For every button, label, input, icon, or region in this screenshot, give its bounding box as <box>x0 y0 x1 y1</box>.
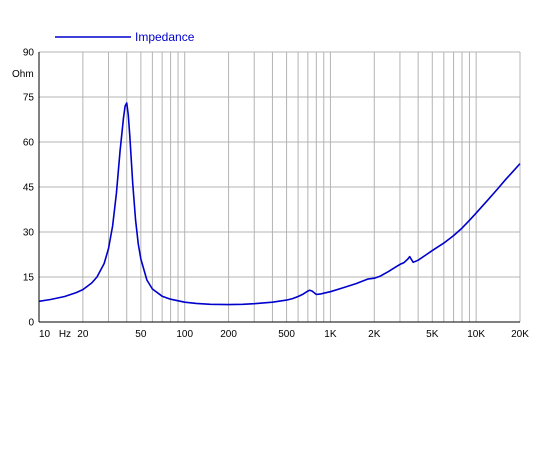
x-tick-label: 20K <box>511 329 529 340</box>
x-axis-label: Hz <box>59 329 71 340</box>
x-tick-label: 5K <box>426 329 439 340</box>
y-tick-label: 0 <box>28 318 34 329</box>
x-tick-label: 500 <box>278 329 295 340</box>
y-tick-label: 60 <box>23 138 35 149</box>
series-line-impedance <box>38 102 521 306</box>
x-tick-label: 1K <box>324 329 337 340</box>
y-tick-label: 30 <box>23 228 35 239</box>
legend-label-impedance: Impedance <box>135 30 195 44</box>
x-tick-label: 100 <box>176 329 193 340</box>
y-tick-label: 75 <box>23 93 35 104</box>
tick-labels: 0 15 30 45 60 75 90 10 20 50 100 200 500 1K 2K 5K 10K 20K… <box>23 48 529 341</box>
y-axis-label: Ohm <box>12 69 34 80</box>
y-tick-label: 90 <box>23 48 35 59</box>
legend: Impedance <box>55 30 195 44</box>
x-tick-label: 20 <box>77 329 89 340</box>
grid-lines <box>38 51 521 323</box>
x-tick-label: 2K <box>368 329 381 340</box>
y-tick-label: 45 <box>23 183 35 194</box>
y-tick-label: 15 <box>23 273 35 284</box>
x-tick-label: 200 <box>220 329 237 340</box>
x-tick-label: 10 <box>39 329 51 340</box>
x-tick-label: 10K <box>467 329 485 340</box>
x-tick-label: 50 <box>135 329 147 340</box>
axes <box>38 52 520 323</box>
series-lines <box>38 102 521 306</box>
